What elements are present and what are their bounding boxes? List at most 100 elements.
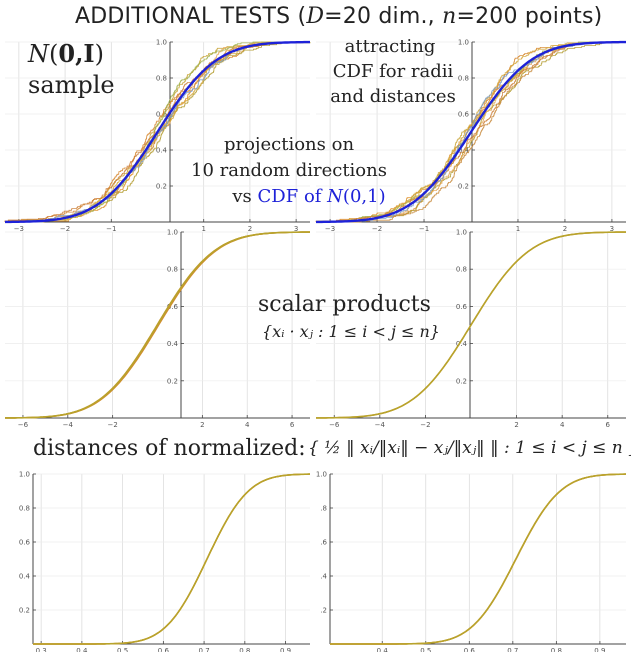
y-tick-label: 1.0 (458, 39, 469, 47)
y-tick-label: 0.8 (167, 266, 178, 274)
empirical-cdf-line (330, 473, 627, 645)
x-tick-label: 0.4 (377, 647, 389, 652)
chart-top-right: −3 −2 −1 1 2 3 0.2 0.4 0.6 0.8 1.0 (315, 39, 626, 233)
sample-bold-args: 0,I (58, 39, 95, 68)
x-tick-label: 0.9 (594, 647, 605, 652)
y-tick-label: 0.6 (19, 539, 31, 547)
x-tick-label: 0.5 (420, 647, 431, 652)
chart-middle-right: −6 −4 −2 2 4 6 0.2 0.4 0.6 0.8 1.0 (316, 229, 626, 429)
reference-cdf-line (316, 231, 626, 419)
x-tick-label: 1 (201, 225, 205, 233)
x-tick-label: 0.8 (239, 647, 250, 652)
x-tick-label: 2 (563, 225, 567, 233)
y-tick-label: 1.0 (19, 471, 30, 479)
x-tick-label: −2 (372, 225, 382, 233)
x-tick-label: −6 (18, 421, 29, 429)
attracting-annotation: attracting CDF for radii and distances (328, 34, 458, 109)
y-tick-label: 0.2 (456, 377, 467, 385)
title-n-var: n (442, 4, 457, 29)
title-d-var: D (306, 4, 325, 29)
y-tick-label: .2 (320, 607, 327, 615)
projections-line-2: 10 random directions (191, 160, 387, 181)
y-tick-label: 0.4 (156, 147, 168, 155)
x-tick-label: 2 (248, 225, 252, 233)
x-tick-label: 4 (245, 421, 250, 429)
empirical-cdf-line (33, 473, 311, 645)
distances-title: distances of normalized: (33, 436, 306, 461)
x-tick-label: −6 (329, 421, 340, 429)
x-tick-label: −4 (63, 421, 74, 429)
title-n-rest: =200 points) (456, 4, 603, 29)
x-tick-label: 0.6 (158, 647, 170, 652)
projections-line-1: projections on (223, 134, 355, 155)
x-tick-label: −2 (420, 421, 430, 429)
sample-close-paren: ) (94, 40, 105, 68)
empirical-cdf-line (316, 41, 626, 223)
chart-bottom-left: 0.3 0.4 0.5 0.6 0.7 0.8 0.9 0.2 0.4 0.6 0.8 1.0 (19, 471, 311, 652)
y-tick-label: 0.2 (19, 607, 30, 615)
y-tick-label: 0.8 (156, 75, 167, 83)
x-tick-label: −2 (60, 225, 70, 233)
x-tick-label: 0.9 (280, 647, 291, 652)
projections-n-var: N (327, 186, 343, 207)
y-tick-label: 1.0 (316, 471, 327, 479)
empirical-cdf-line (330, 473, 627, 645)
empirical-cdf-line (5, 42, 311, 223)
y-tick-label: 0.2 (156, 183, 167, 191)
x-tick-label: 0.7 (199, 647, 210, 652)
projections-args: (0,1) (342, 186, 386, 207)
y-tick-label: 0.8 (458, 75, 469, 83)
x-tick-label: 4 (560, 421, 565, 429)
y-tick-label: 0.6 (167, 303, 179, 311)
y-tick-label: 1.0 (156, 39, 167, 47)
y-tick-label: 0.2 (167, 377, 178, 385)
sample-distribution: N(0,I) (28, 38, 115, 70)
reference-cdf-line (5, 40, 310, 224)
page-title: ADDITIONAL TESTS (D=20 dim., n=200 point… (75, 4, 602, 29)
reference-cdf-line (316, 40, 626, 224)
x-tick-label: −4 (375, 421, 386, 429)
y-tick-label: 0.6 (458, 111, 470, 119)
chart-middle-left: −6 −4 −2 2 4 6 0.2 0.4 0.6 0.8 1.0 (5, 229, 310, 429)
projections-line-3: vs CDF of N(0,1) (164, 184, 414, 210)
reference-cdf-line (5, 231, 310, 419)
y-tick-label: 1.0 (167, 229, 178, 237)
sample-word: sample (28, 71, 115, 99)
x-tick-label: 0.6 (464, 647, 476, 652)
empirical-cdf-line (33, 473, 311, 645)
empirical-cdf-line (33, 473, 311, 645)
x-tick-label: 0.3 (36, 647, 47, 652)
x-tick-label: 0.7 (507, 647, 518, 652)
empirical-cdf-line (316, 41, 626, 223)
y-tick-label: 0.6 (156, 111, 168, 119)
distances-formula: { ½ ‖ xᵢ/‖xᵢ‖ − xⱼ/‖xⱼ‖ ‖ : 1 ≤ i < j ≤ … (308, 438, 631, 458)
attracting-line-3: and distances (330, 86, 456, 107)
y-tick-label: .8 (320, 505, 327, 513)
x-tick-label: 6 (606, 421, 611, 429)
scalar-set: {xᵢ · xⱼ : 1 ≤ i < j ≤ n} (262, 322, 440, 341)
reference-cdf-line (330, 473, 626, 645)
y-tick-label: 1.0 (456, 229, 467, 237)
y-tick-label: 0.4 (167, 340, 179, 348)
y-tick-label: 0.4 (456, 340, 468, 348)
title-prefix: ADDITIONAL TESTS ( (75, 4, 307, 29)
title-d-rest: =20 dim., (324, 4, 443, 29)
projections-annotation: projections on 10 random directions vs C… (164, 132, 414, 210)
empirical-cdf-line (330, 473, 627, 645)
x-tick-label: 0.8 (551, 647, 562, 652)
y-tick-label: 0.8 (456, 266, 467, 274)
y-tick-label: 0.6 (456, 303, 468, 311)
chart-top-left: −3 −2 −1 1 2 3 0.2 0.4 0.6 0.8 1.0 (4, 39, 311, 233)
y-tick-label: 0.2 (458, 183, 469, 191)
sample-open-paren: ( (49, 40, 59, 68)
x-tick-label: 3 (294, 225, 298, 233)
x-tick-label: 2 (514, 421, 518, 429)
projections-vs: vs (232, 186, 258, 207)
x-tick-label: −1 (106, 225, 116, 233)
x-tick-label: −1 (419, 225, 429, 233)
y-tick-label: 0.8 (19, 505, 30, 513)
x-tick-label: 3 (610, 225, 614, 233)
y-tick-label: 0.4 (19, 573, 31, 581)
